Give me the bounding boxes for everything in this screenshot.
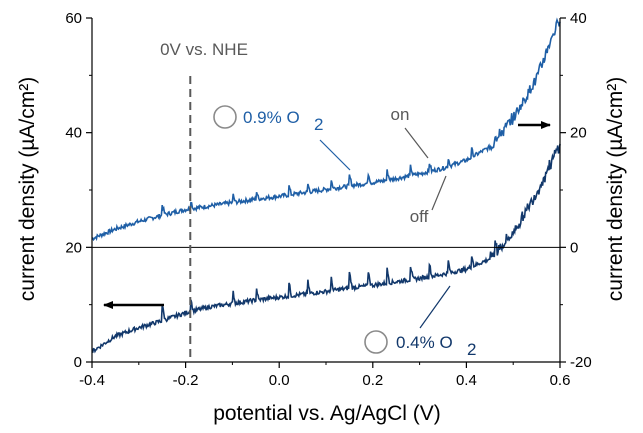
leader-off xyxy=(431,175,447,211)
leader-on xyxy=(404,127,429,159)
reference-line-label: 0V vs. NHE xyxy=(160,40,248,59)
annotation-layer: 0.9% O 2 0.4% O 2 xyxy=(103,105,551,359)
series-marker-0 xyxy=(213,105,237,129)
series-label-1-sub: 2 xyxy=(467,340,476,359)
y-right-tick-label-3: 40 xyxy=(570,10,587,27)
series-label-0: 0.9% O xyxy=(243,108,300,127)
x-tick-label-5: 0.6 xyxy=(550,372,571,389)
leader-series-0 xyxy=(319,139,351,171)
series-label-0-sub: 2 xyxy=(314,115,323,134)
x-tick-label-3: 0.2 xyxy=(362,372,383,389)
series-marker-1 xyxy=(364,330,388,354)
x-tick-label-2: 0.0 xyxy=(269,372,290,389)
annotation-on: on xyxy=(391,105,410,124)
x-tick-label-4: 0.4 xyxy=(456,372,477,389)
y-axis-title-right: current density (µA/cm²) xyxy=(604,77,627,301)
y-left-tick-label-2: 40 xyxy=(65,125,82,142)
ticks-layer: -0.4 -0.2 0.0 0.2 0.4 0.6 0 20 40 60 -20 0 20 40 xyxy=(65,10,591,389)
series-line-1 xyxy=(91,143,561,354)
series-line-0 xyxy=(91,17,561,242)
leader-series-1 xyxy=(419,285,451,329)
y-left-tick-label-3: 60 xyxy=(65,10,82,27)
annotation-off: off xyxy=(410,207,429,226)
x-axis-title: potential vs. Ag/AgCl (V) xyxy=(213,402,441,425)
x-tick-label-1: -0.2 xyxy=(173,372,199,389)
series-layer xyxy=(91,17,561,354)
series-label-1: 0.4% O xyxy=(396,333,453,352)
y-left-tick-label-0: 0 xyxy=(74,354,82,371)
y-right-tick-label-0: -20 xyxy=(570,354,592,371)
x-tick-label-0: -0.4 xyxy=(79,372,105,389)
y-axis-title-left: current density (µA/cm²) xyxy=(16,77,39,301)
y-right-tick-label-2: 20 xyxy=(570,125,587,142)
y-left-tick-label-1: 20 xyxy=(65,239,82,256)
y-right-tick-label-1: 0 xyxy=(570,239,578,256)
